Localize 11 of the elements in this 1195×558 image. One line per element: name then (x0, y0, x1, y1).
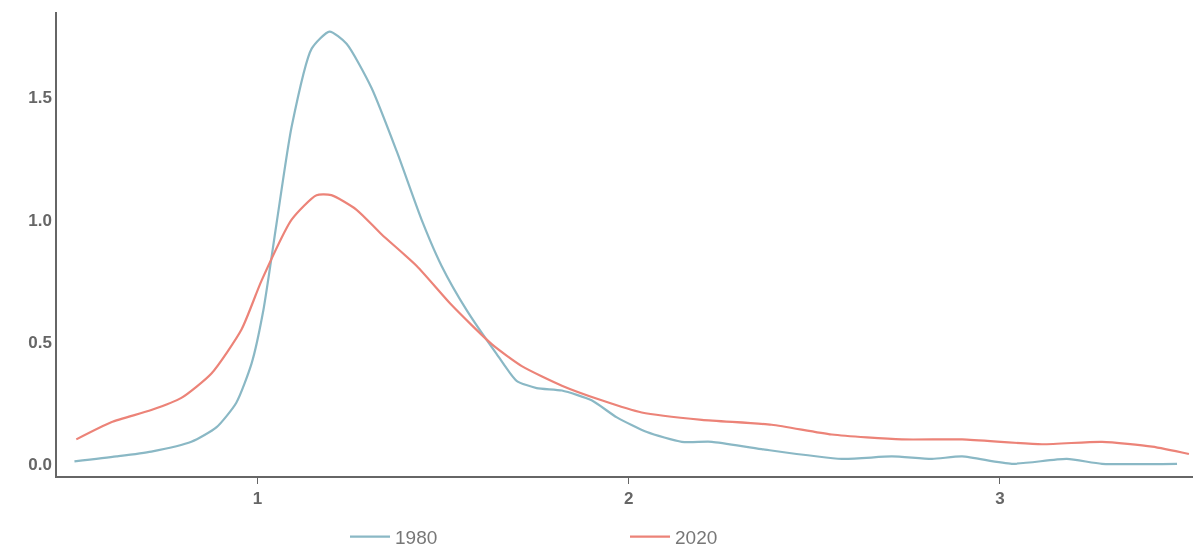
x-tick-label: 1 (252, 489, 263, 509)
legend-label: 1980 (395, 527, 438, 549)
x-tick-label: 2 (623, 489, 634, 509)
y-tick-label: 0.5 (28, 332, 52, 352)
line-series (75, 193, 1191, 456)
line-series (73, 30, 1179, 466)
legend-label: 2020 (675, 527, 718, 549)
y-tick-label: 1.0 (28, 210, 52, 230)
x-tick-label: 3 (995, 489, 1005, 509)
y-tick-label: 1.5 (28, 88, 52, 108)
y-tick-label: 0.0 (28, 454, 52, 474)
